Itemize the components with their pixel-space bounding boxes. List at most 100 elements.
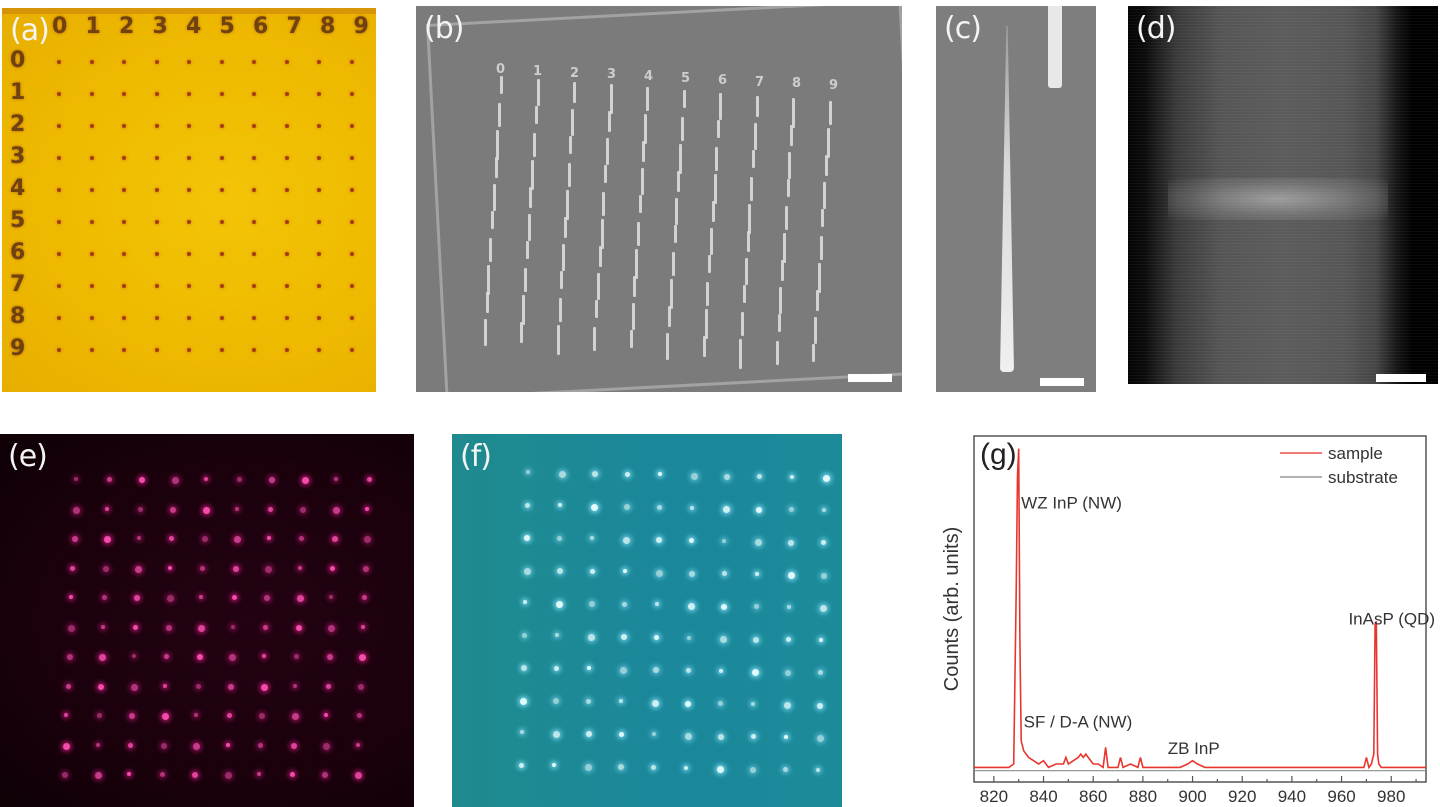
marker-dot [89,92,94,96]
emission-spot [324,713,329,717]
marker-dot [187,284,191,288]
x-tick-label: 960 [1327,787,1355,806]
marker-dot [284,252,289,256]
emission-spot [235,506,240,511]
emission-spot [590,536,595,541]
marker-dot [317,124,321,128]
emission-spot [558,503,563,508]
emission-spot [261,654,266,658]
emission-spot [525,502,531,508]
emission-spot [267,506,273,512]
emission-spot [326,654,333,660]
panel-c-scale-bar [1040,378,1084,386]
emission-spot [717,733,724,740]
panel-f-pl-map-cyan: (f) [452,434,842,807]
emission-spot [293,683,298,688]
emission-spot [166,595,174,602]
panel-c-single-nanowire: (c) [936,6,1096,392]
panel-c-neighbor-nanowire [1048,6,1062,88]
emission-spot [359,654,367,661]
marker-dot [252,348,256,352]
legend-sample-label: sample [1328,444,1383,463]
emission-spot [820,572,827,579]
emission-spot [258,742,264,748]
nanowire [812,344,816,363]
emission-spot [330,565,336,571]
emission-spot [819,605,827,613]
emission-spot [552,730,560,738]
nanowire [600,219,604,250]
emission-spot [723,506,731,514]
nanowire [564,216,567,238]
emission-spot [622,569,627,574]
nanowire [602,192,606,217]
marker-dot [57,124,61,128]
emission-spot [524,535,531,541]
nanowire [739,338,743,369]
nanowire [562,243,566,271]
emission-spot [236,477,242,482]
emission-spot [521,665,528,671]
emission-spot [289,772,295,777]
nanowire [677,171,681,192]
marker-dot [122,252,126,256]
emission-spot [685,700,692,707]
emission-spot [620,666,628,674]
emission-spot [619,699,624,704]
marker-dot [284,60,289,64]
emission-spot [720,636,727,644]
emission-spot [821,540,827,546]
emission-spot [167,565,172,570]
marker-dot [349,252,354,256]
nanowire [633,276,637,298]
nanowire [637,222,640,247]
emission-spot [63,742,71,750]
nanowire [531,159,535,190]
marker-dot [317,92,321,96]
column-marker: 3 [607,67,617,83]
emission-spot [133,624,138,630]
nanowire [668,306,672,327]
marker-dot [89,316,94,320]
nanowire [604,165,608,184]
marker-dot [317,188,321,192]
nanowire [532,132,536,157]
marker-dot [284,156,289,160]
emission-spot [519,730,524,734]
marker-dot [154,252,159,256]
emission-spot [300,506,307,513]
emission-spot [329,595,334,599]
emission-spot [366,477,372,482]
emission-spot [169,536,175,541]
emission-spot [753,604,759,610]
marker-dot [317,220,321,224]
emission-spot [170,506,177,513]
marker-dot [252,220,256,224]
nanowire [784,206,788,231]
marker-dot [219,60,224,64]
row-marker: 9 [10,336,26,361]
emission-spot [164,654,170,659]
nanowire [792,98,795,129]
emission-spot [721,571,727,577]
emission-spot [787,572,795,580]
column-marker: 7 [286,14,302,39]
nanowire [702,335,706,357]
column-marker: 1 [533,63,543,79]
emission-spot [104,536,112,543]
nanowire [640,168,644,196]
marker-dot [154,316,159,320]
row-marker: 6 [10,240,26,265]
emission-spot [719,668,724,673]
marker-dot [349,348,354,352]
emission-spot [65,683,71,689]
emission-spot [592,471,598,478]
nanowire [741,311,745,336]
x-tick-label: 880 [1129,787,1157,806]
emission-spot [322,772,328,778]
marker-dot [252,316,256,320]
nanowire [496,130,500,160]
nanowire [489,238,493,262]
column-marker: 5 [219,14,235,39]
